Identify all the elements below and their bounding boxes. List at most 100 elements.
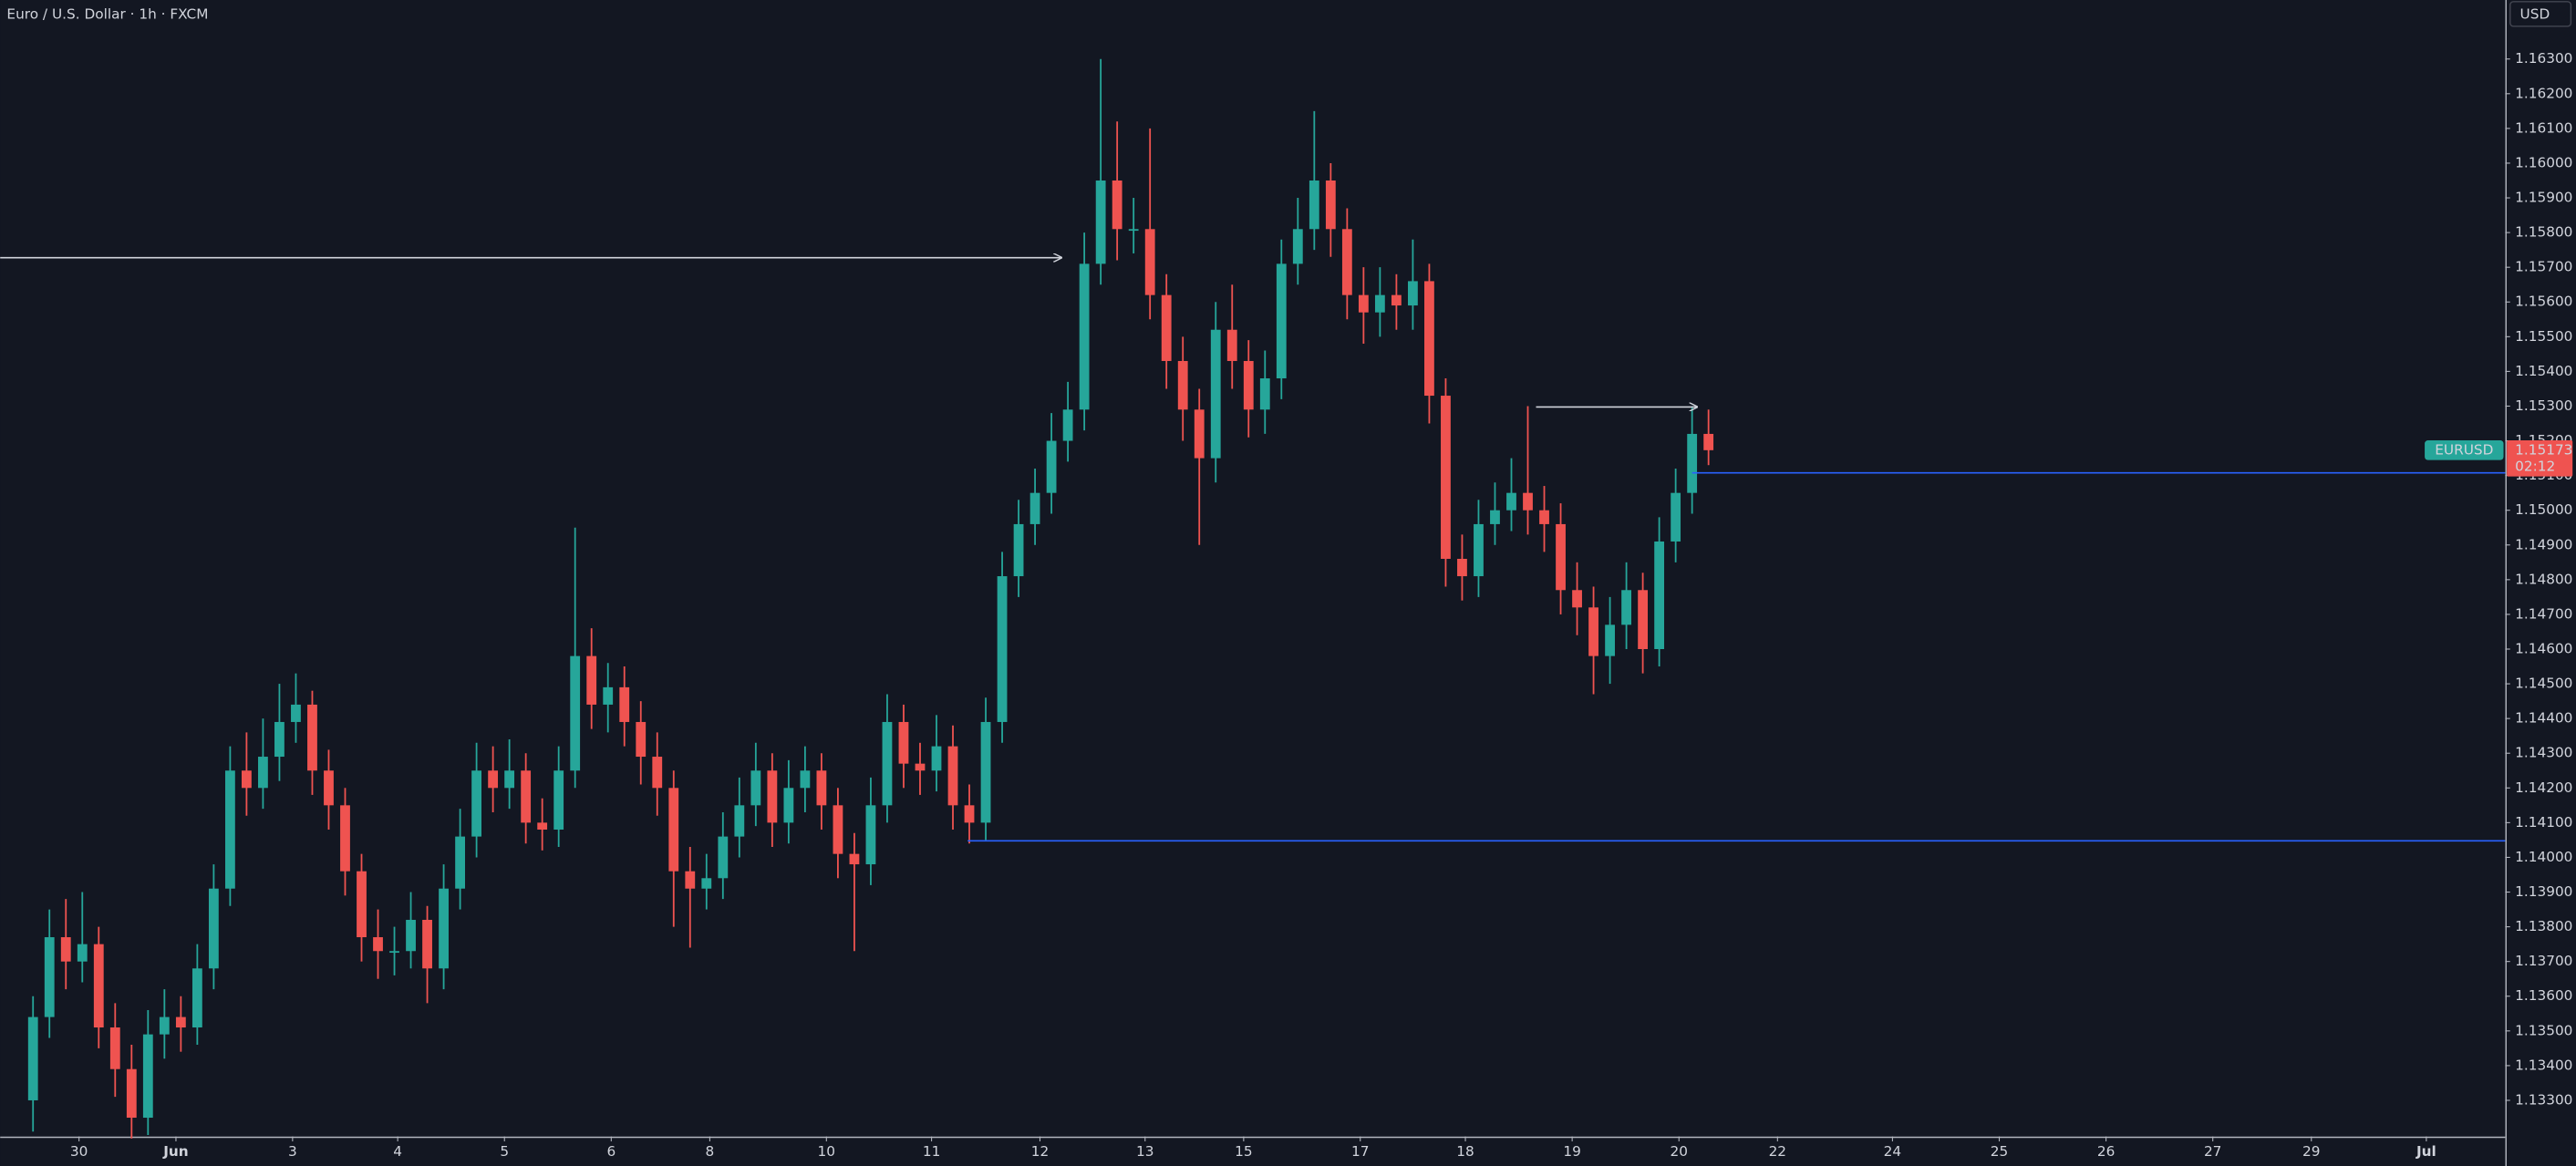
candle-body xyxy=(1621,590,1631,625)
candle-body xyxy=(898,721,909,764)
x-tick-label: 12 xyxy=(1031,1143,1049,1160)
candle-body xyxy=(1013,523,1024,577)
candle-body xyxy=(750,770,761,806)
candle-body xyxy=(882,721,893,806)
candle-body xyxy=(1391,294,1402,306)
plot-area xyxy=(0,58,2506,1139)
candle-body xyxy=(1309,180,1319,230)
candle-body xyxy=(1374,294,1385,313)
y-tick-label: 1.15300 xyxy=(2515,397,2572,414)
candle-body xyxy=(504,770,515,789)
candle-body xyxy=(191,968,202,1028)
candle-body xyxy=(1243,360,1254,410)
x-tick-label: 13 xyxy=(1136,1143,1154,1160)
candle-body xyxy=(947,746,958,806)
candle-body xyxy=(1029,492,1040,524)
candle-body xyxy=(1112,180,1122,230)
candle-body xyxy=(1062,409,1073,441)
candle-body xyxy=(258,757,268,789)
y-tick-label: 1.16200 xyxy=(2515,85,2572,101)
y-tick-label: 1.13300 xyxy=(2515,1091,2572,1108)
candle-body xyxy=(1046,440,1057,493)
candle-body xyxy=(44,937,55,1017)
y-tick-label: 1.14300 xyxy=(2515,745,2572,761)
y-tick-label: 1.14900 xyxy=(2515,536,2572,552)
x-tick-label: 19 xyxy=(1563,1143,1580,1160)
currency-box[interactable] xyxy=(2509,1,2572,27)
candle-body xyxy=(701,878,712,889)
y-tick-label: 1.16000 xyxy=(2515,154,2572,170)
candle-body xyxy=(833,805,843,854)
candle-body xyxy=(389,951,399,954)
candle-body xyxy=(175,1016,186,1028)
candle-body xyxy=(1144,229,1155,295)
x-tick-label: Jul xyxy=(2416,1143,2436,1160)
countdown: 02:12 xyxy=(2515,458,2555,474)
candle-body xyxy=(60,937,71,962)
y-tick-label: 1.14600 xyxy=(2515,641,2572,657)
candle-body xyxy=(1539,510,1549,524)
y-tick-label: 1.16100 xyxy=(2515,119,2572,136)
x-tick-label: 15 xyxy=(1235,1143,1252,1160)
candle-body xyxy=(849,853,860,865)
y-tick-label: 1.15500 xyxy=(2515,328,2572,345)
candle-body xyxy=(1671,492,1681,542)
candle-body xyxy=(1490,510,1500,524)
candle-body xyxy=(865,805,876,865)
candle-body xyxy=(800,770,811,789)
y-tick-label: 1.13600 xyxy=(2515,987,2572,1004)
x-tick-label: 17 xyxy=(1351,1143,1369,1160)
candle-body xyxy=(488,770,499,789)
candle-body xyxy=(77,944,88,962)
candle-body xyxy=(816,770,827,806)
candle-body xyxy=(1276,263,1287,379)
y-tick-label: 1.16300 xyxy=(2515,50,2572,67)
candle-body xyxy=(619,686,630,722)
price-tag xyxy=(2507,440,2573,477)
y-tick-label: 1.14700 xyxy=(2515,605,2572,622)
candle-body xyxy=(1358,294,1369,313)
candle-body xyxy=(1128,229,1139,232)
candle-body xyxy=(307,704,317,771)
y-tick-label: 1.14200 xyxy=(2515,779,2572,796)
candle-body xyxy=(1572,590,1582,608)
y-tick-label: 1.15800 xyxy=(2515,224,2572,241)
candle-body xyxy=(603,686,614,705)
candle-body xyxy=(1226,329,1237,361)
candle-body xyxy=(1210,329,1221,459)
candle-body xyxy=(1588,607,1598,656)
candle-body xyxy=(422,919,432,969)
x-tick-label: 24 xyxy=(1884,1143,1901,1160)
candle-body xyxy=(93,944,104,1028)
candle-body xyxy=(242,770,252,789)
y-tick-label: 1.14500 xyxy=(2515,676,2572,692)
x-tick-label: 3 xyxy=(288,1143,297,1160)
candle-body xyxy=(1292,229,1303,264)
candle-body xyxy=(109,1027,120,1069)
candle-body xyxy=(406,919,416,952)
currency: USD xyxy=(2520,6,2550,23)
candle-body xyxy=(931,746,942,771)
y-tick-label: 1.15000 xyxy=(2515,501,2572,518)
x-tick-label: 30 xyxy=(70,1143,88,1160)
candle-body xyxy=(208,888,219,969)
x-tick-label: 8 xyxy=(706,1143,715,1160)
x-tick-label: 25 xyxy=(1991,1143,2008,1160)
y-tick-label: 1.14100 xyxy=(2515,814,2572,831)
candle-body xyxy=(767,770,778,823)
candle-body xyxy=(586,655,597,705)
candle-body xyxy=(1161,294,1172,361)
candle-body xyxy=(455,836,465,889)
candle-body xyxy=(570,655,581,771)
x-tick-label: 11 xyxy=(923,1143,940,1160)
candle-body xyxy=(159,1016,170,1035)
x-tick-label: 6 xyxy=(606,1143,616,1160)
candle-body xyxy=(324,770,334,806)
candle-body xyxy=(1654,541,1665,650)
candle-body xyxy=(126,1068,137,1119)
price-label: 1.15173 xyxy=(2515,441,2572,458)
candle-body xyxy=(1457,559,1467,577)
symbol-tag xyxy=(2425,440,2504,460)
candle-body xyxy=(1474,523,1484,577)
